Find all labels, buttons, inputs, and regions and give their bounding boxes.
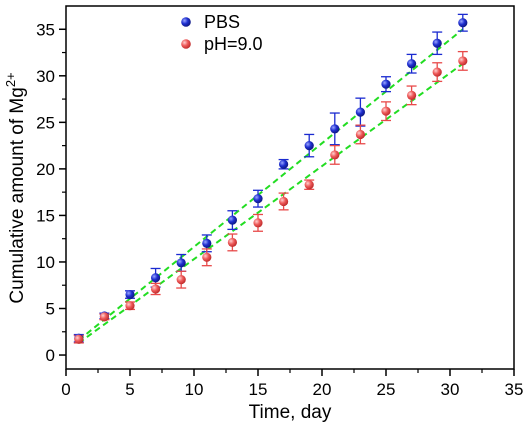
data-point xyxy=(304,180,314,190)
data-point xyxy=(202,252,212,262)
data-point xyxy=(279,159,289,169)
y-tick-label: 20 xyxy=(36,160,55,179)
data-point xyxy=(458,56,468,66)
data-point xyxy=(381,79,391,89)
y-tick-label: 30 xyxy=(36,67,55,86)
y-tick-label: 10 xyxy=(36,253,55,272)
trendlines xyxy=(78,28,464,344)
trendline xyxy=(78,62,464,344)
data-point xyxy=(125,301,135,311)
data-point xyxy=(99,312,109,322)
legend-marker xyxy=(181,17,191,27)
data-point xyxy=(227,215,237,225)
data-point xyxy=(125,289,135,300)
error-bars xyxy=(73,13,468,344)
data-point xyxy=(458,18,468,28)
data-point xyxy=(253,218,263,228)
x-tick-label: 20 xyxy=(313,380,332,399)
y-axis-title-main: Cumulative amount of Mg xyxy=(7,87,28,304)
data-points xyxy=(74,18,468,344)
data-point xyxy=(151,273,161,283)
data-point xyxy=(202,238,212,248)
data-point xyxy=(279,196,289,207)
data-point xyxy=(330,124,340,134)
data-point xyxy=(74,334,84,344)
data-point xyxy=(151,284,161,294)
y-axis-title: Cumulative amount of Mg2+ xyxy=(3,72,28,303)
data-point xyxy=(304,141,314,151)
data-point xyxy=(227,237,237,248)
data-point xyxy=(381,106,391,116)
data-point xyxy=(176,258,186,268)
x-tick-label: 15 xyxy=(249,380,268,399)
y-tick-label: 25 xyxy=(36,113,55,132)
y-tick-label: 5 xyxy=(46,300,55,319)
trendline xyxy=(78,28,464,341)
plot-frame xyxy=(65,5,515,370)
data-point xyxy=(355,107,365,117)
x-tick-label: 5 xyxy=(125,380,134,399)
x-axis-title: Time, day xyxy=(249,402,332,423)
data-point xyxy=(432,38,442,48)
y-axis-title-superscript: 2+ xyxy=(3,72,18,87)
y-tick-label: 35 xyxy=(36,20,55,39)
data-point xyxy=(407,90,417,100)
data-point xyxy=(355,129,365,140)
legend-marker xyxy=(181,39,191,49)
x-tick-label: 0 xyxy=(61,380,70,399)
y-tick-label: 0 xyxy=(46,346,55,365)
axis-ticks: 0 5 10 15 20 25 30 35 0 5 10 15 20 25 30 35 xyxy=(36,20,524,399)
data-point xyxy=(432,67,442,77)
data-point xyxy=(176,275,186,285)
legend-label: pH=9.0 xyxy=(204,34,263,54)
legend-label: PBS xyxy=(204,12,240,32)
x-tick-label: 10 xyxy=(185,380,204,399)
data-point xyxy=(330,150,340,160)
y-tick-label: 15 xyxy=(36,206,55,225)
x-tick-label: 35 xyxy=(505,380,524,399)
data-point xyxy=(407,59,417,69)
data-point xyxy=(253,194,263,204)
x-tick-label: 30 xyxy=(441,380,460,399)
x-tick-label: 25 xyxy=(377,380,396,399)
